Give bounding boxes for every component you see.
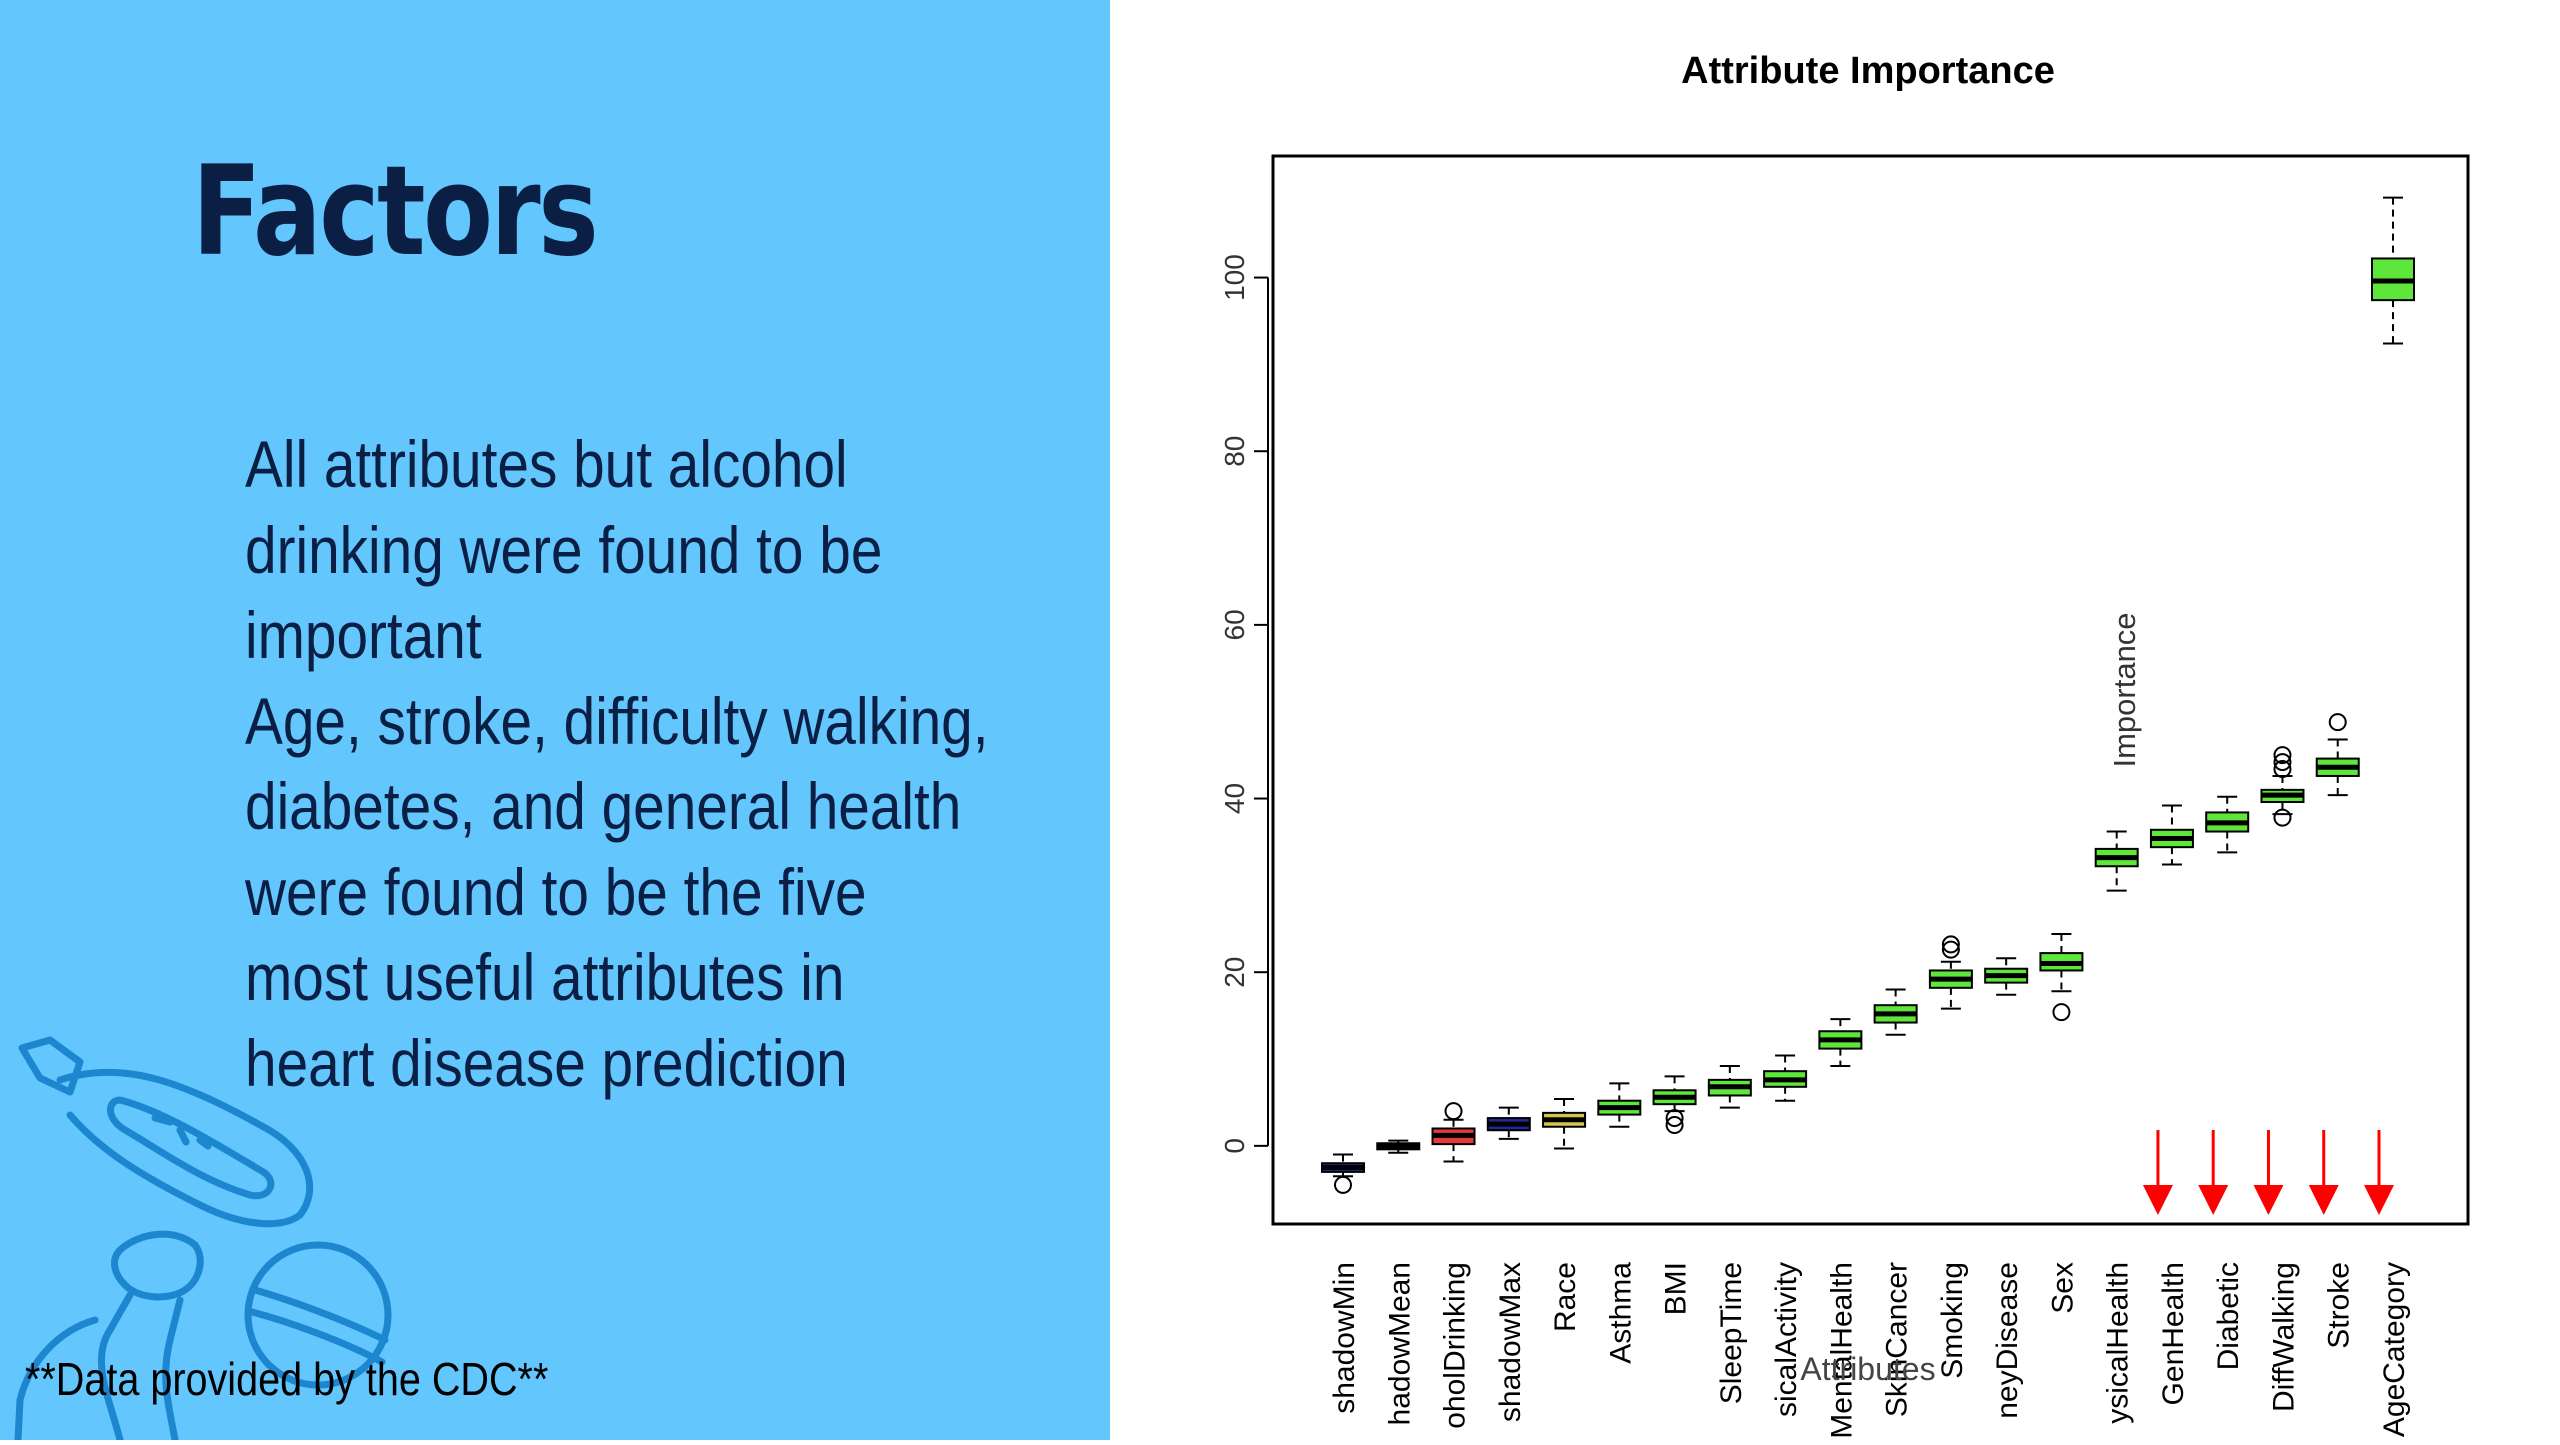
box-AlcoholDrinking <box>1431 1102 1476 1163</box>
box-AgeCategory <box>2371 196 2415 345</box>
pill-icon <box>244 1241 392 1389</box>
chart-title: Attribute Importance <box>1681 50 2055 92</box>
thermometer-icon <box>18 1036 314 1228</box>
box-GenHealth <box>2149 804 2194 866</box>
body-line: drinking were found to be <box>245 512 883 587</box>
outlier-point <box>1665 1109 1684 1128</box>
chart-panel: Attribute Importance Importance 0 20 40 60 8… <box>1110 0 2560 1440</box>
data-source-footnote: **Data provided by the CDC** <box>25 1353 549 1405</box>
x-axis-label: Attributes <box>1800 1351 1935 1387</box>
box-PhysicalActivity <box>1763 1054 1808 1102</box>
box-shadowMin <box>1321 1153 1365 1194</box>
outlier-point <box>2273 808 2292 827</box>
box-Race <box>1542 1097 1587 1150</box>
body-line: heart disease prediction <box>245 1025 848 1100</box>
x-tick-label-DiffWalking: DiffWalking <box>2267 1262 2300 1412</box>
box-SkinCancer <box>1873 988 1918 1036</box>
x-tick-label-AlcoholDrinking: oholDrinking <box>1439 1262 1472 1429</box>
attribute-importance-chart: Attribute Importance Importance 0 20 40 60 8… <box>1219 50 2470 1439</box>
body-line: most useful attributes in <box>245 940 845 1014</box>
body-line: important <box>245 598 482 672</box>
box-MentalHealth <box>1818 1018 1863 1067</box>
x-tick-label-shadowMin: shadowMin <box>1328 1262 1361 1414</box>
x-tick-label-BMI: BMI <box>1660 1262 1693 1315</box>
y-axis-label: Importance <box>2107 612 2142 767</box>
medical-doodles <box>14 1036 392 1440</box>
box-PhysicalHealth <box>2094 830 2139 892</box>
outlier-point <box>2273 746 2292 765</box>
box-KidneyDisease <box>1984 957 2029 996</box>
x-axis-labels: shadowMin hadowMean oholDrinking shadowMax R… <box>1328 1262 2411 1439</box>
body-line: diabetes, and general health <box>245 769 962 843</box>
x-tick-label-shadowMean: hadowMean <box>1383 1262 1416 1425</box>
x-tick-label-Race: Race <box>1549 1262 1582 1332</box>
box-SleepTime <box>1707 1064 1752 1109</box>
x-tick-label-Diabetic: Diabetic <box>2212 1262 2245 1370</box>
x-tick-label-MentalHealth: MentalHealth <box>1825 1262 1858 1439</box>
y-tick-label: 60 <box>1219 609 1250 640</box>
y-tick-label: 100 <box>1219 254 1250 301</box>
outlier-point <box>2328 713 2347 732</box>
y-tick-label: 20 <box>1219 957 1250 988</box>
outlier-point <box>1444 1102 1463 1121</box>
x-tick-label-Stroke: Stroke <box>2323 1262 2356 1349</box>
body-line: Age, stroke, difficulty walking, <box>245 683 989 758</box>
box-Stroke <box>2315 713 2360 797</box>
outlier-point <box>2273 753 2292 772</box>
outlier-point <box>2052 1003 2071 1022</box>
x-tick-label-Sex: Sex <box>2046 1262 2079 1314</box>
box-DiffWalking <box>2260 746 2305 827</box>
box-series <box>1321 196 2415 1194</box>
slide-title: Factors <box>192 140 599 284</box>
arrow-annotations <box>2142 1130 2394 1215</box>
left-panel: Factors All attributes but alcohol drink… <box>0 0 1110 1440</box>
body-text: All attributes but alcohol drinking were… <box>245 422 1019 1106</box>
x-tick-label-KidneyDisease: neyDisease <box>1991 1262 2024 1419</box>
outlier-point <box>2273 760 2292 779</box>
body-line: All attributes but alcohol <box>245 427 848 501</box>
y-tick-label: 80 <box>1219 436 1250 467</box>
outlier-point <box>1334 1175 1352 1194</box>
box-Asthma <box>1597 1082 1642 1128</box>
box-BMI <box>1652 1075 1697 1135</box>
box-shadowMax <box>1486 1106 1531 1140</box>
bottle-icon <box>14 1230 204 1440</box>
outlier-point <box>1665 1116 1684 1135</box>
x-tick-label-PhysicalHealth: ysicalHealth <box>2102 1262 2135 1424</box>
y-axis: 0 20 40 60 80 100 <box>1219 254 1269 1154</box>
x-tick-label-Asthma: Asthma <box>1604 1262 1637 1364</box>
x-tick-label-SleepTime: SleepTime <box>1715 1262 1748 1404</box>
box-Smoking <box>1928 935 1973 1010</box>
body-line: were found to be the five <box>245 854 867 929</box>
x-tick-label-AgeCategory: AgeCategory <box>2378 1262 2411 1437</box>
box-Diabetic <box>2205 795 2250 854</box>
outlier-point <box>1941 940 1960 959</box>
y-tick-label: 0 <box>1219 1138 1250 1154</box>
x-tick-label-SkinCancer: SkinCancer <box>1881 1262 1914 1417</box>
y-tick-label: 40 <box>1219 783 1250 814</box>
box-Sex <box>2039 932 2084 1022</box>
x-tick-label-GenHealth: GenHealth <box>2157 1262 2190 1405</box>
outlier-point <box>1941 935 1960 954</box>
x-tick-label-PhysicalActivity: sicalActivity <box>1770 1262 1803 1417</box>
x-tick-label-Smoking: Smoking <box>1936 1262 1969 1379</box>
plot-frame <box>1271 154 2470 1226</box>
x-tick-label-shadowMax: shadowMax <box>1494 1262 1527 1422</box>
box-shadowMean <box>1376 1139 1421 1154</box>
